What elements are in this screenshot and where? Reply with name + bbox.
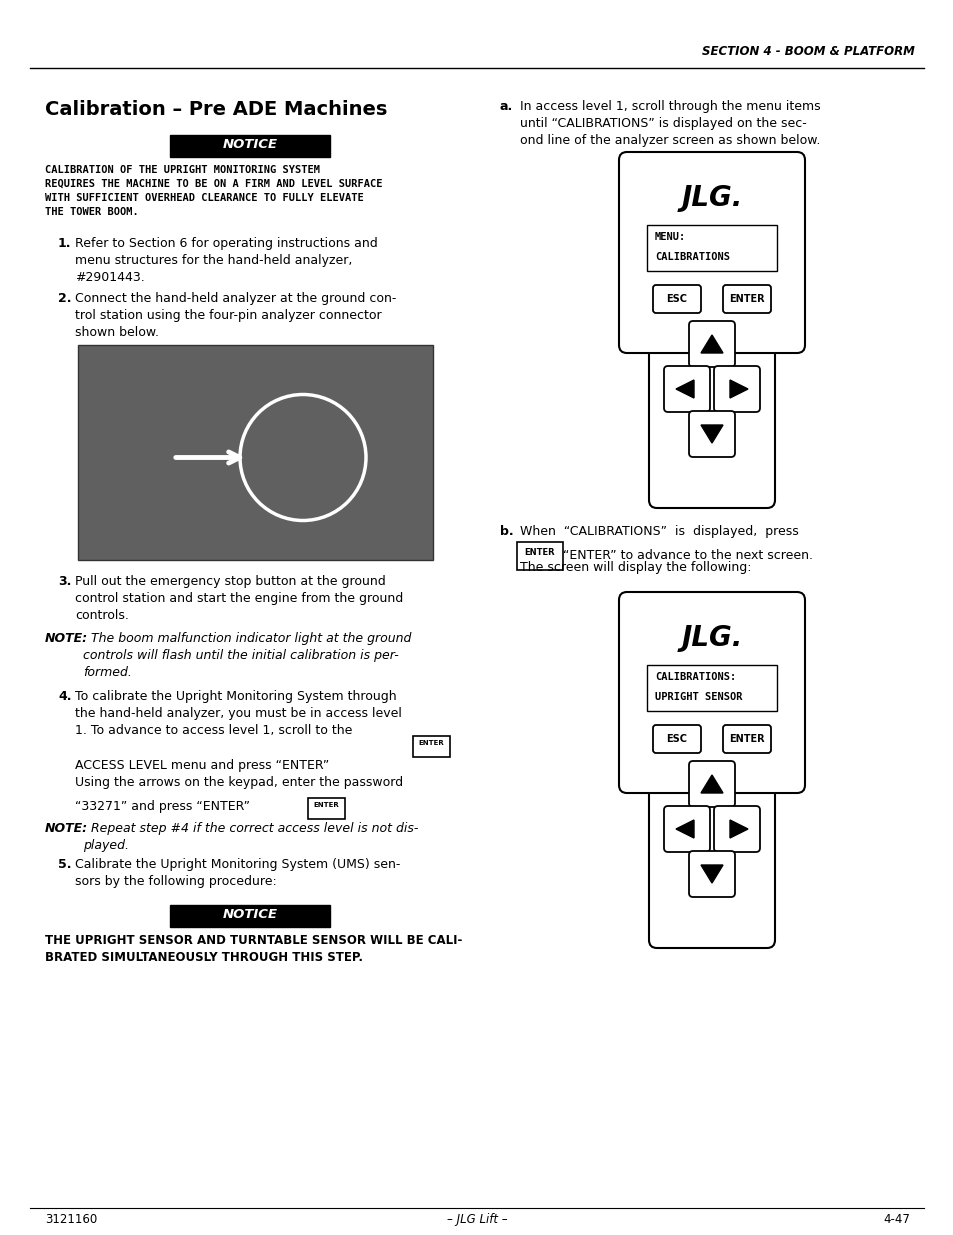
FancyBboxPatch shape bbox=[663, 806, 709, 852]
Bar bbox=[78, 345, 433, 559]
Text: ENTER: ENTER bbox=[314, 802, 339, 808]
Text: In access level 1, scroll through the menu items
until “CALIBRATIONS” is display: In access level 1, scroll through the me… bbox=[519, 100, 820, 147]
Polygon shape bbox=[729, 820, 747, 839]
Text: JLG.: JLG. bbox=[680, 624, 741, 652]
Polygon shape bbox=[676, 380, 693, 398]
FancyBboxPatch shape bbox=[648, 322, 774, 508]
Text: CALIBRATIONS:: CALIBRATIONS: bbox=[655, 672, 736, 682]
Text: UPRIGHT SENSOR: UPRIGHT SENSOR bbox=[655, 692, 741, 701]
Polygon shape bbox=[729, 380, 747, 398]
FancyBboxPatch shape bbox=[713, 806, 760, 852]
FancyBboxPatch shape bbox=[722, 725, 770, 753]
Polygon shape bbox=[700, 335, 722, 353]
Text: – JLG Lift –: – JLG Lift – bbox=[446, 1214, 507, 1226]
Text: ESC: ESC bbox=[666, 734, 687, 743]
Text: ENTER: ENTER bbox=[728, 294, 764, 304]
Text: CALIBRATIONS: CALIBRATIONS bbox=[655, 252, 729, 262]
FancyBboxPatch shape bbox=[713, 366, 760, 412]
Bar bbox=[646, 225, 776, 270]
FancyBboxPatch shape bbox=[688, 761, 734, 806]
FancyBboxPatch shape bbox=[688, 851, 734, 897]
Polygon shape bbox=[700, 425, 722, 443]
Bar bbox=[170, 135, 330, 157]
Text: Connect the hand-held analyzer at the ground con-
trol station using the four-pi: Connect the hand-held analyzer at the gr… bbox=[75, 291, 395, 338]
FancyBboxPatch shape bbox=[517, 542, 562, 571]
Text: 3121160: 3121160 bbox=[45, 1214, 97, 1226]
Text: MENU:: MENU: bbox=[655, 232, 685, 242]
Text: CALIBRATION OF THE UPRIGHT MONITORING SYSTEM
REQUIRES THE MACHINE TO BE ON A FIR: CALIBRATION OF THE UPRIGHT MONITORING SY… bbox=[45, 165, 382, 217]
Text: ENTER: ENTER bbox=[418, 740, 444, 746]
Polygon shape bbox=[700, 776, 722, 793]
Text: 5.: 5. bbox=[58, 858, 71, 871]
Bar bbox=[646, 664, 776, 711]
Text: 1.: 1. bbox=[58, 237, 71, 249]
Text: ENTER: ENTER bbox=[728, 734, 764, 743]
Text: NOTE:: NOTE: bbox=[45, 823, 88, 835]
FancyBboxPatch shape bbox=[308, 798, 345, 819]
Text: NOTE:: NOTE: bbox=[45, 632, 88, 645]
FancyBboxPatch shape bbox=[652, 285, 700, 312]
Text: NOTICE: NOTICE bbox=[222, 138, 277, 151]
Bar bbox=[664, 768, 759, 790]
Text: b.: b. bbox=[499, 525, 513, 538]
Bar bbox=[664, 329, 759, 350]
Text: Refer to Section 6 for operating instructions and
menu structures for the hand-h: Refer to Section 6 for operating instruc… bbox=[75, 237, 377, 284]
Text: SECTION 4 - BOOM & PLATFORM: SECTION 4 - BOOM & PLATFORM bbox=[701, 44, 914, 58]
Text: To calibrate the Upright Monitoring System through
the hand-held analyzer, you m: To calibrate the Upright Monitoring Syst… bbox=[75, 690, 401, 737]
Bar bbox=[170, 905, 330, 927]
Text: When  “CALIBRATIONS”  is  displayed,  press: When “CALIBRATIONS” is displayed, press bbox=[519, 525, 798, 538]
Text: JLG.: JLG. bbox=[680, 184, 741, 212]
Text: Repeat step #4 if the correct access level is not dis-
played.: Repeat step #4 if the correct access lev… bbox=[83, 823, 418, 852]
Text: THE UPRIGHT SENSOR AND TURNTABLE SENSOR WILL BE CALI-
BRATED SIMULTANEOUSLY THRO: THE UPRIGHT SENSOR AND TURNTABLE SENSOR … bbox=[45, 934, 462, 965]
FancyBboxPatch shape bbox=[688, 411, 734, 457]
Text: ENTER: ENTER bbox=[524, 548, 555, 557]
Text: 3.: 3. bbox=[58, 576, 71, 588]
Text: a.: a. bbox=[499, 100, 513, 112]
Polygon shape bbox=[700, 864, 722, 883]
Text: ESC: ESC bbox=[666, 294, 687, 304]
Text: 4.: 4. bbox=[58, 690, 71, 703]
FancyBboxPatch shape bbox=[722, 285, 770, 312]
Text: Calibration – Pre ADE Machines: Calibration – Pre ADE Machines bbox=[45, 100, 387, 119]
FancyBboxPatch shape bbox=[413, 736, 450, 757]
Text: Using the arrows on the keypad, enter the password: Using the arrows on the keypad, enter th… bbox=[75, 776, 403, 789]
Text: ACCESS LEVEL menu and press “ENTER”: ACCESS LEVEL menu and press “ENTER” bbox=[75, 760, 329, 772]
Text: The screen will display the following:: The screen will display the following: bbox=[519, 561, 751, 574]
Text: “33271” and press “ENTER”: “33271” and press “ENTER” bbox=[75, 800, 250, 813]
Text: 2.: 2. bbox=[58, 291, 71, 305]
FancyBboxPatch shape bbox=[663, 366, 709, 412]
Polygon shape bbox=[676, 820, 693, 839]
Text: Pull out the emergency stop button at the ground
control station and start the e: Pull out the emergency stop button at th… bbox=[75, 576, 403, 622]
Text: 4-47: 4-47 bbox=[882, 1214, 909, 1226]
Text: Calibrate the Upright Monitoring System (UMS) sen-
sors by the following procedu: Calibrate the Upright Monitoring System … bbox=[75, 858, 400, 888]
FancyBboxPatch shape bbox=[648, 762, 774, 948]
Text: “ENTER” to advance to the next screen.: “ENTER” to advance to the next screen. bbox=[562, 550, 812, 562]
Text: NOTICE: NOTICE bbox=[222, 908, 277, 921]
FancyBboxPatch shape bbox=[652, 725, 700, 753]
Text: The boom malfunction indicator light at the ground
controls will flash until the: The boom malfunction indicator light at … bbox=[83, 632, 411, 679]
FancyBboxPatch shape bbox=[618, 152, 804, 353]
FancyBboxPatch shape bbox=[618, 592, 804, 793]
FancyBboxPatch shape bbox=[688, 321, 734, 367]
